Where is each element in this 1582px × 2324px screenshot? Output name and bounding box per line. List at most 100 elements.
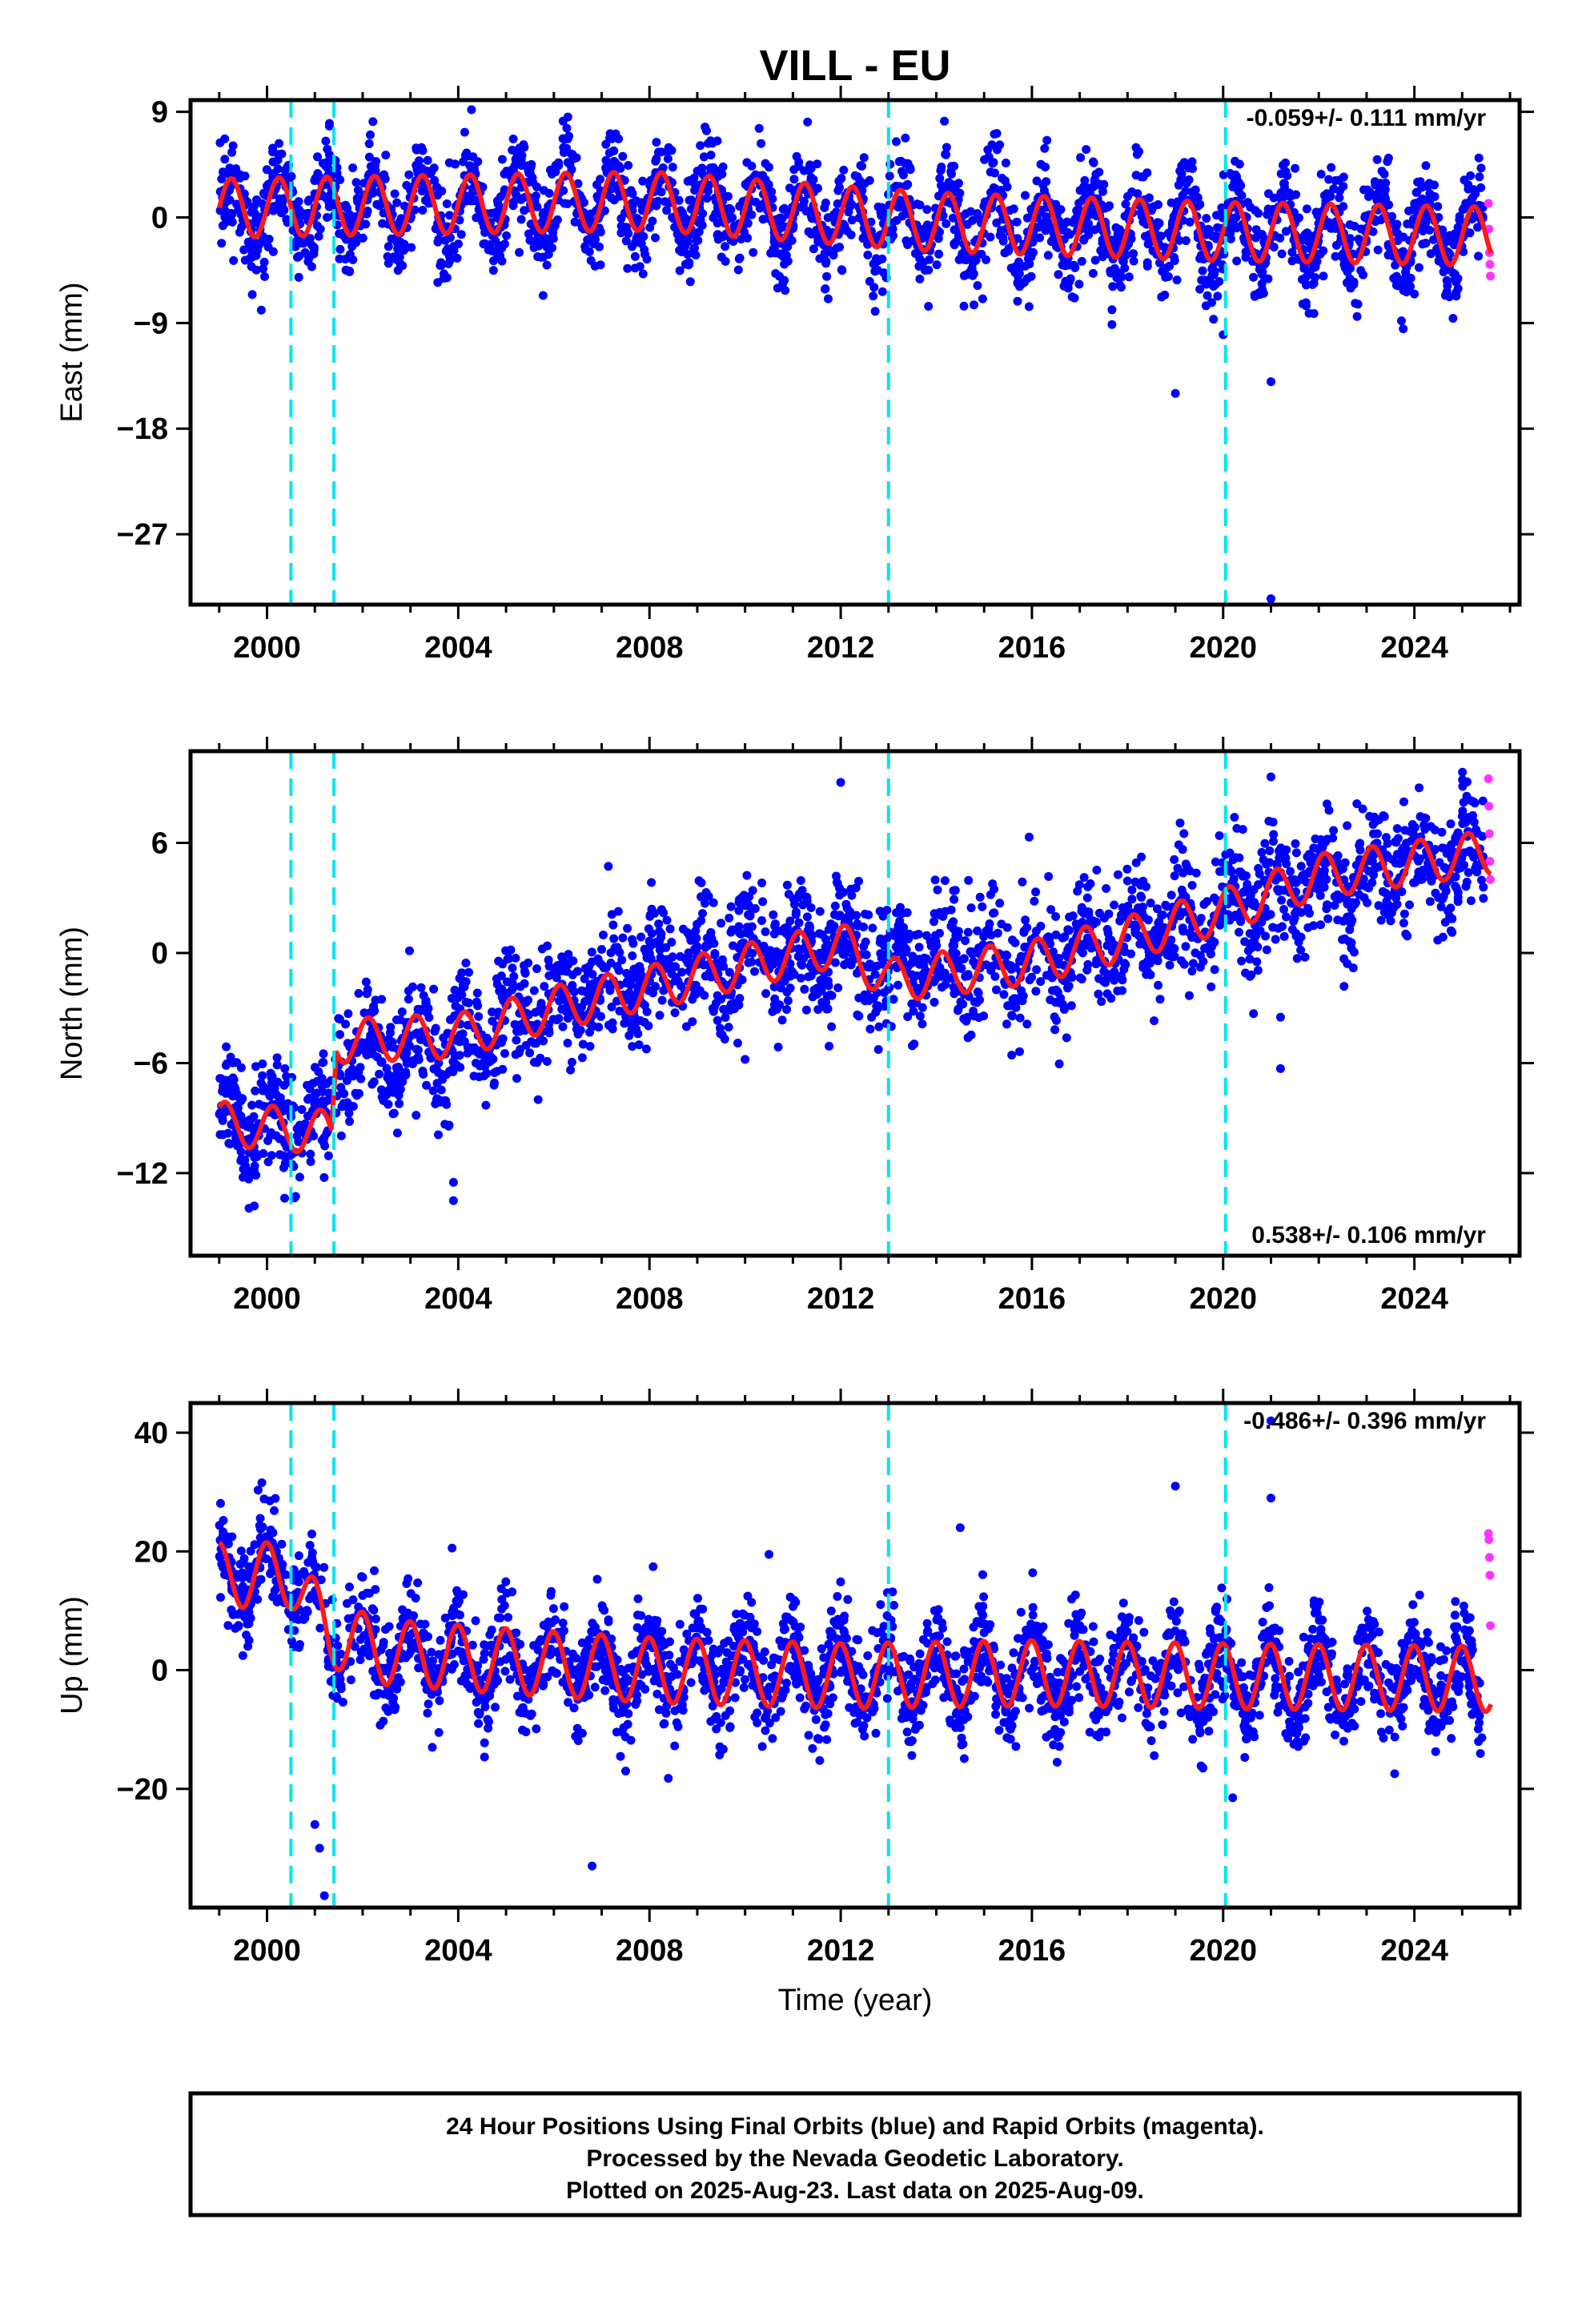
final-orbit-point [351,178,361,187]
final-orbit-point [1185,866,1195,875]
final-orbit-point [733,265,743,275]
final-orbit-point [961,936,970,946]
final-orbit-point [487,208,496,218]
final-orbit-point [990,884,999,894]
final-orbit-point [873,256,883,265]
final-orbit-point [1198,266,1207,275]
final-orbit-point [595,223,604,233]
final-orbit-point [1345,220,1355,230]
final-orbit-point [247,290,257,300]
final-orbit-point [966,253,975,263]
panel-data-layer [215,767,1496,1213]
final-orbit-point [323,1151,333,1160]
final-orbit-point [1302,204,1311,214]
final-orbit-point [454,239,463,249]
final-orbit-point [362,1050,371,1059]
final-orbit-point [1098,187,1107,196]
final-orbit-point [897,211,907,221]
final-orbit-point [1287,247,1297,257]
final-orbit-point [841,899,851,909]
final-orbit-point [935,174,945,183]
final-orbit-point [1373,245,1383,255]
final-orbit-point [431,1023,440,1033]
final-orbit-point [968,215,978,225]
final-orbit-point [628,242,636,251]
final-orbit-point [1108,282,1118,292]
final-orbit-point [799,196,809,206]
final-orbit-point [259,264,268,274]
final-orbit-point [1160,290,1170,300]
final-orbit-point [949,886,958,895]
final-orbit-point [1359,893,1369,903]
final-orbit-point [1296,945,1306,955]
final-orbit-point [509,971,519,981]
final-orbit-point [1387,211,1397,221]
final-orbit-point [227,210,236,219]
final-orbit-point [378,219,387,228]
final-orbit-point [567,956,576,966]
final-orbit-point [322,1079,331,1088]
final-orbit-point [239,1172,247,1182]
final-orbit-point [863,250,873,259]
final-orbit-point [800,984,809,994]
final-orbit-point [1136,891,1146,901]
final-orbit-point [335,229,344,239]
final-orbit-point [1287,256,1297,266]
final-orbit-point [1300,952,1310,962]
final-orbit-point [706,136,716,146]
final-orbit-point [806,903,816,912]
final-orbit-point [393,266,403,275]
final-orbit-point [441,247,451,256]
final-orbit-point [320,1141,330,1151]
final-orbit-point [718,162,728,171]
final-orbit-point [1166,891,1176,900]
final-orbit-point [1316,920,1326,930]
final-orbit-point [757,879,767,887]
final-orbit-point [1271,935,1280,944]
final-orbit-point [464,967,473,977]
final-orbit-point [217,175,227,183]
final-orbit-point [825,1041,834,1051]
final-orbit-point [1174,235,1184,245]
final-orbit-point [497,155,507,164]
final-orbit-point [1464,184,1473,194]
final-orbit-point [381,151,391,160]
final-orbit-point [1138,172,1148,182]
final-orbit-point [1153,904,1162,914]
final-orbit-point [530,236,540,246]
final-orbit-point [936,166,946,175]
final-orbit-point [263,242,273,251]
final-orbit-point [777,214,787,223]
final-orbit-point [303,1095,312,1104]
final-orbit-point [434,1130,443,1140]
final-orbit-point [1110,900,1119,910]
final-orbit-point [1402,287,1411,297]
final-orbit-point [1142,258,1152,267]
final-orbit-point [1359,270,1368,279]
final-orbit-point [429,984,439,994]
final-orbit-point [761,989,771,999]
final-orbit-point [690,243,699,253]
final-orbit-point [1269,837,1278,846]
final-orbit-point [785,183,794,193]
final-orbit-point [606,959,616,967]
final-orbit-point [262,165,271,175]
final-orbit-point [1368,820,1378,829]
final-orbit-point [614,966,624,975]
final-orbit-point [1433,935,1443,945]
final-orbit-point [367,1080,377,1089]
final-orbit-point [1187,187,1197,197]
final-orbit-point [640,245,649,255]
final-orbit-point [1155,995,1165,1004]
final-orbit-point [1327,163,1336,172]
final-orbit-point [726,902,736,911]
final-orbit-point [877,287,887,296]
final-orbit-point [995,899,1005,908]
final-orbit-point [770,246,780,255]
final-orbit-point [1042,135,1052,145]
final-orbit-point [1324,175,1334,184]
final-orbit-point [361,977,371,987]
final-orbit-point [652,154,661,163]
final-orbit-point [1279,179,1289,188]
final-orbit-point [1249,1009,1259,1019]
